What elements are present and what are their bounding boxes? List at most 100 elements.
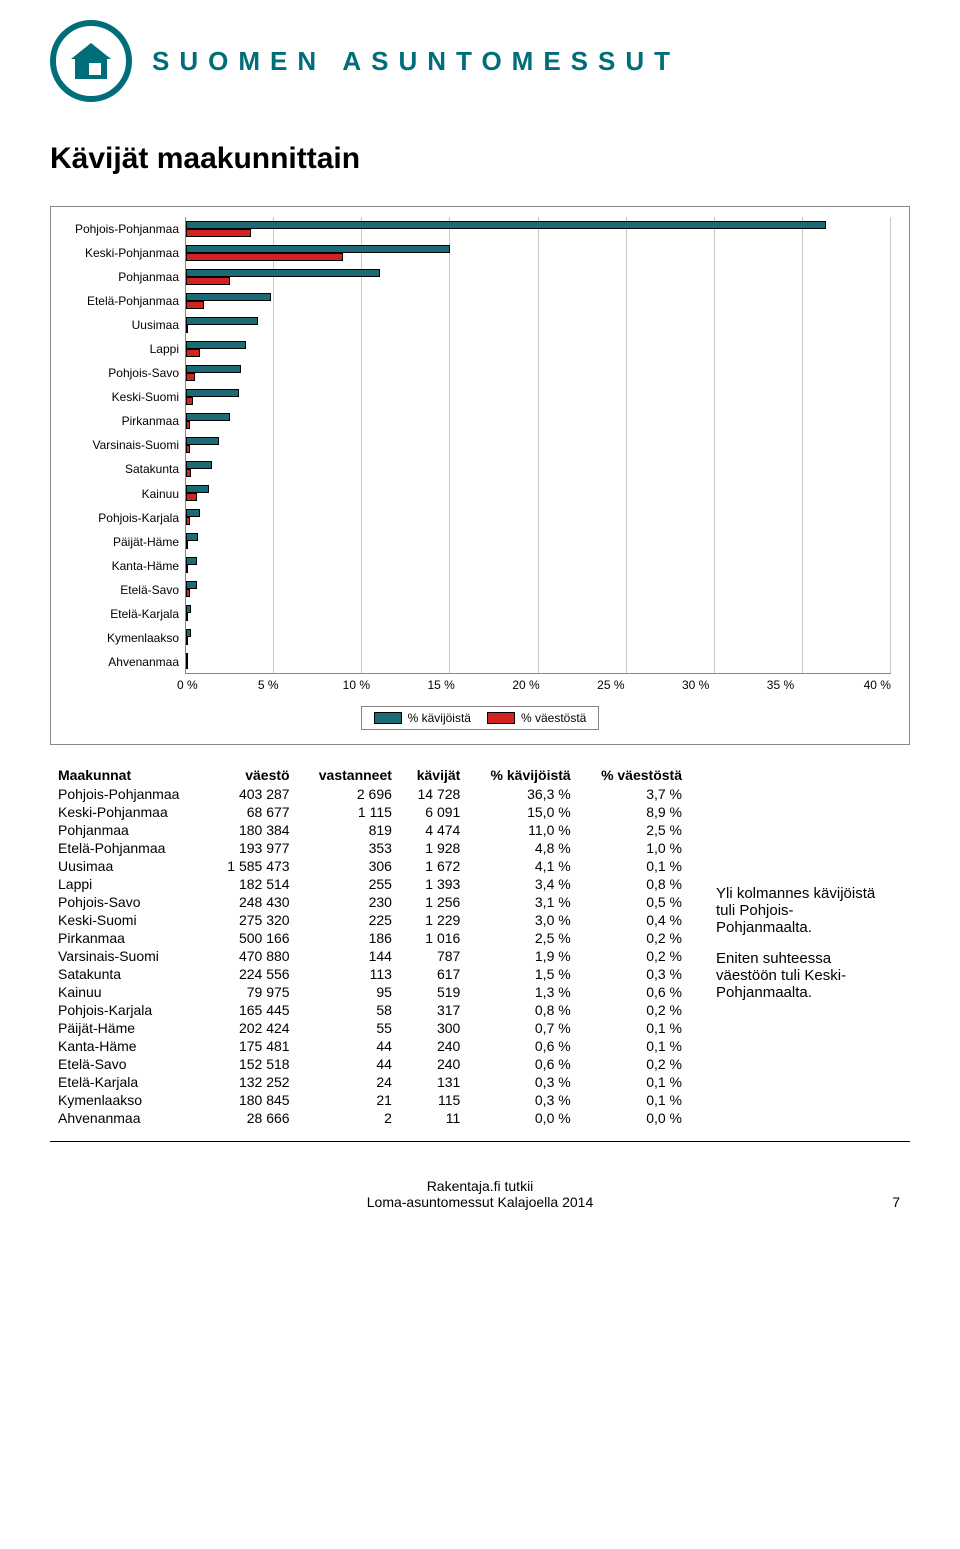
bar-kavijoista — [186, 293, 271, 301]
bar-kavijoista — [186, 389, 239, 397]
table-header: Maakunnat — [50, 765, 208, 785]
table-cell: 1 229 — [400, 911, 468, 929]
table-cell: 132 252 — [208, 1073, 298, 1091]
chart-row — [186, 337, 891, 361]
chart-ylabel: Kanta-Häme — [69, 559, 179, 573]
table-cell: 403 287 — [208, 785, 298, 803]
chart-row — [186, 265, 891, 289]
bar-kavijoista — [186, 269, 380, 277]
table-cell: 230 — [298, 893, 400, 911]
bar-vaestosta — [186, 229, 251, 237]
table-cell: 1,0 % — [579, 839, 690, 857]
chart-row — [186, 217, 891, 241]
table-cell: 3,4 % — [468, 875, 578, 893]
legend-label: % väestöstä — [521, 711, 586, 725]
side-note-p2: Eniten suhteessa väestöön tuli Keski-Poh… — [716, 950, 886, 1001]
table-cell: 115 — [400, 1091, 468, 1109]
bar-kavijoista — [186, 221, 826, 229]
table-header: vastanneet — [298, 765, 400, 785]
table-cell: 68 677 — [208, 803, 298, 821]
table-cell: Satakunta — [50, 965, 208, 983]
table-cell: 11,0 % — [468, 821, 578, 839]
table-cell: 0,6 % — [468, 1055, 578, 1073]
table-cell: 202 424 — [208, 1019, 298, 1037]
legend-item-kavijoista: % kävijöistä — [374, 711, 471, 725]
bar-vaestosta — [186, 613, 188, 621]
table-cell: 182 514 — [208, 875, 298, 893]
bar-kavijoista — [186, 245, 450, 253]
table-cell: 152 518 — [208, 1055, 298, 1073]
table-cell: 44 — [298, 1055, 400, 1073]
side-note-p1: Yli kolmannes kävijöistä tuli Pohjois-Po… — [716, 885, 886, 936]
bar-vaestosta — [186, 541, 188, 549]
table-cell: Kainuu — [50, 983, 208, 1001]
table-cell: 131 — [400, 1073, 468, 1091]
table-cell: 470 880 — [208, 947, 298, 965]
bar-kavijoista — [186, 557, 197, 565]
table-cell: 306 — [298, 857, 400, 875]
table-cell: 240 — [400, 1037, 468, 1055]
table-cell: 0,6 % — [468, 1037, 578, 1055]
table-cell: 0,2 % — [579, 1055, 690, 1073]
chart-ylabel: Pohjois-Pohjanmaa — [69, 222, 179, 236]
bar-vaestosta — [186, 637, 188, 645]
chart-row — [186, 481, 891, 505]
bar-kavijoista — [186, 461, 212, 469]
chart-ylabel: Pohjanmaa — [69, 270, 179, 284]
table-cell: 300 — [400, 1019, 468, 1037]
chart-row — [186, 649, 891, 673]
table-cell: 14 728 — [400, 785, 468, 803]
chart-row — [186, 361, 891, 385]
table-cell: 0,1 % — [579, 1019, 690, 1037]
chart-ylabel: Lappi — [69, 342, 179, 356]
chart-ylabel: Etelä-Savo — [69, 583, 179, 597]
table-row: Keski-Suomi275 3202251 2293,0 %0,4 % — [50, 911, 690, 929]
table-header: kävijät — [400, 765, 468, 785]
bar-kavijoista — [186, 581, 197, 589]
table-cell: 1,3 % — [468, 983, 578, 1001]
chart-legend: % kävijöistä % väestöstä — [361, 706, 599, 730]
table-row: Etelä-Pohjanmaa193 9773531 9284,8 %1,0 % — [50, 839, 690, 857]
table-cell: Keski-Pohjanmaa — [50, 803, 208, 821]
table-cell: 58 — [298, 1001, 400, 1019]
table-cell: 1 585 473 — [208, 857, 298, 875]
table-cell: 0,5 % — [579, 893, 690, 911]
bar-vaestosta — [186, 397, 193, 405]
table-cell: 3,0 % — [468, 911, 578, 929]
chart-row — [186, 433, 891, 457]
table-cell: 144 — [298, 947, 400, 965]
table-cell: 0,2 % — [579, 1001, 690, 1019]
table-cell: Pohjois-Karjala — [50, 1001, 208, 1019]
table-cell: 0,8 % — [468, 1001, 578, 1019]
bar-vaestosta — [186, 589, 190, 597]
table-cell: 617 — [400, 965, 468, 983]
table-cell: 0,1 % — [579, 1037, 690, 1055]
table-cell: 519 — [400, 983, 468, 1001]
table-cell: 4,8 % — [468, 839, 578, 857]
table-cell: 353 — [298, 839, 400, 857]
table-cell: 2,5 % — [468, 929, 578, 947]
table-cell: 787 — [400, 947, 468, 965]
bar-kavijoista — [186, 605, 191, 613]
chart-row — [186, 505, 891, 529]
chart-ylabel: Pohjois-Savo — [69, 366, 179, 380]
table-cell: 248 430 — [208, 893, 298, 911]
bar-vaestosta — [186, 301, 204, 309]
table-header: väestö — [208, 765, 298, 785]
bar-vaestosta — [186, 325, 188, 333]
chart-row — [186, 601, 891, 625]
chart-xlabel: 15 % — [427, 678, 512, 692]
table-cell: 4 474 — [400, 821, 468, 839]
table-cell: 0,0 % — [468, 1109, 578, 1127]
bar-vaestosta — [186, 373, 195, 381]
table-cell: 2 696 — [298, 785, 400, 803]
table-row: Päijät-Häme202 424553000,7 %0,1 % — [50, 1019, 690, 1037]
chart-row — [186, 577, 891, 601]
table-cell: 0,7 % — [468, 1019, 578, 1037]
page-title: Kävijät maakunnittain — [50, 142, 910, 176]
table-cell: 225 — [298, 911, 400, 929]
table-cell: Uusimaa — [50, 857, 208, 875]
bar-kavijoista — [186, 509, 200, 517]
bar-vaestosta — [186, 493, 197, 501]
table-cell: 79 975 — [208, 983, 298, 1001]
